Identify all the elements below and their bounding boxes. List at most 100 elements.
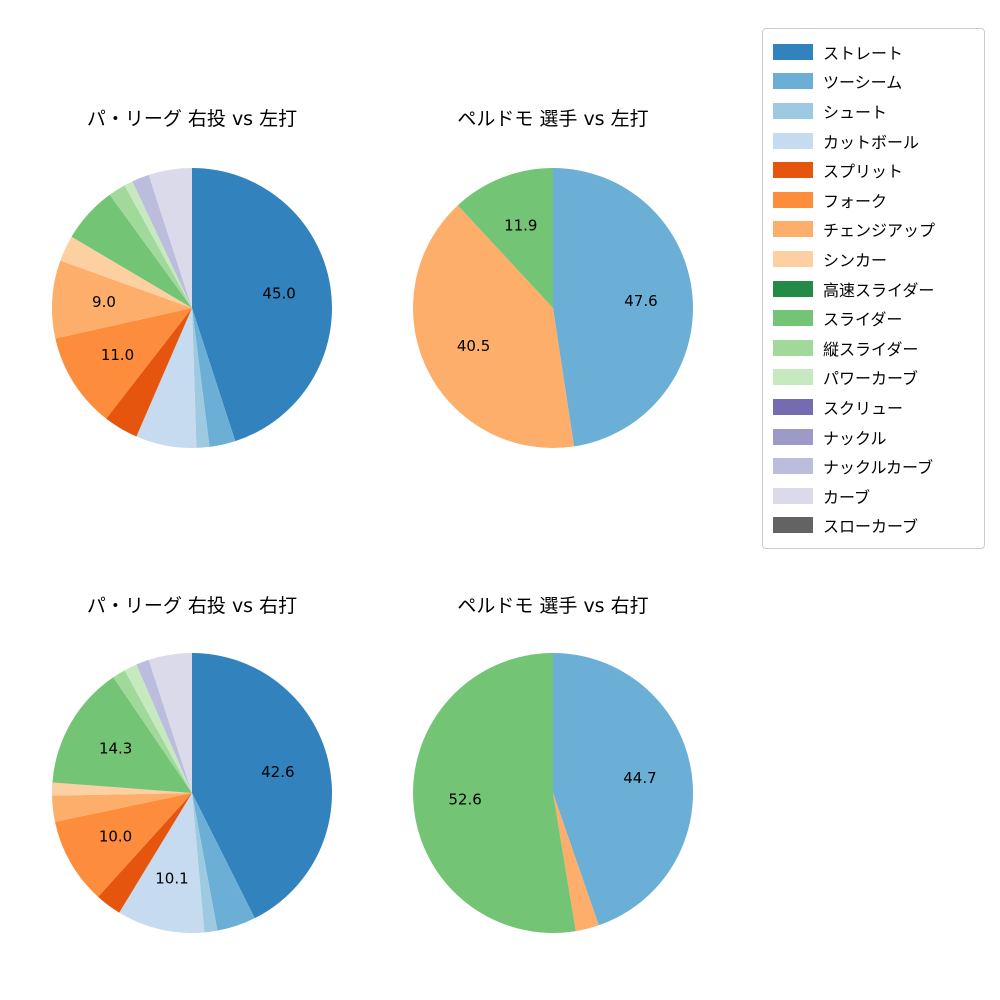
- pie-slice-value-label: 11.9: [504, 216, 537, 234]
- legend-item: パワーカーブ: [773, 363, 974, 393]
- pie-slice-スプリット: [98, 793, 192, 913]
- legend-item: ツーシーム: [773, 67, 974, 97]
- pie-slice-ツーシーム: [192, 308, 236, 447]
- legend-label: パワーカーブ: [823, 369, 919, 389]
- legend-item: 縦スライダー: [773, 333, 974, 363]
- legend-item: カーブ: [773, 481, 974, 511]
- legend-label: スクリュー: [823, 398, 904, 418]
- pie-slice-フォーク: [55, 308, 193, 419]
- legend-swatch-icon: [773, 339, 813, 356]
- pie-slice-value-label: 52.6: [448, 791, 481, 809]
- legend-swatch-icon: [773, 43, 813, 60]
- pie-slice-value-label: 10.1: [155, 869, 188, 887]
- legend-label: 高速スライダー: [823, 280, 935, 300]
- pie-slice-パワーカーブ: [124, 664, 192, 793]
- pie-slice-value-label: 44.7: [623, 769, 656, 787]
- pie-chart-league-vs-right: 42.6 10.1 10.0 14.3: [52, 653, 332, 933]
- chart-title-league-vs-left: パ・リーグ 右投 vs 左打: [86, 108, 298, 130]
- legend-label: シュート: [823, 102, 888, 122]
- legend-swatch-icon: [773, 398, 813, 415]
- pie-slice-チェンジアップ: [553, 793, 599, 932]
- legend-swatch-icon: [773, 221, 813, 238]
- pie-slice-ナックルカーブ: [136, 659, 192, 793]
- legend-label: ストレート: [823, 43, 904, 63]
- legend-swatch-icon: [773, 517, 813, 534]
- legend-item: スローカーブ: [773, 511, 974, 541]
- legend-swatch-icon: [773, 191, 813, 208]
- pie-slice-value-label: 9.0: [92, 293, 116, 311]
- legend-swatch-icon: [773, 102, 813, 119]
- legend-swatch-icon: [773, 310, 813, 327]
- pie-chart-perdomo-vs-right: 44.7 52.6: [413, 653, 693, 933]
- chart-title-perdomo-vs-left: ペルドモ 選手 vs 左打: [457, 108, 649, 130]
- legend-swatch-icon: [773, 250, 813, 267]
- pie-slice-パワーカーブ: [124, 181, 192, 308]
- pie-slice-ツーシーム: [553, 653, 693, 926]
- legend-label: スライダー: [823, 310, 903, 330]
- legend-item: シュート: [773, 96, 974, 126]
- legend-swatch-icon: [773, 428, 813, 445]
- pie-slice-カーブ: [148, 653, 192, 793]
- pie-slice-縦スライダー: [109, 185, 192, 308]
- legend-label: 縦スライダー: [823, 339, 919, 359]
- legend-swatch-icon: [773, 369, 813, 386]
- pie-chart-league-vs-left: 45.0 11.0 9.0: [52, 168, 332, 448]
- chart-title-league-vs-right: パ・リーグ 右投 vs 右打: [86, 595, 298, 617]
- legend-label: カーブ: [823, 487, 871, 507]
- pie-slice-value-label: 11.0: [101, 346, 134, 364]
- legend-label: チェンジアップ: [823, 221, 936, 241]
- pie-slice-ストレート: [192, 653, 332, 919]
- legend-swatch-icon: [773, 458, 813, 475]
- legend-item: スプリット: [773, 155, 974, 185]
- chart-title-perdomo-vs-right: ペルドモ 選手 vs 右打: [457, 595, 649, 617]
- legend-label: カットボール: [823, 132, 920, 152]
- legend-item: ナックルカーブ: [773, 451, 974, 481]
- legend-item: フォーク: [773, 185, 974, 215]
- pie-slice-カットボール: [119, 793, 205, 933]
- pie-slice-value-label: 10.0: [99, 827, 132, 845]
- pie-slice-value-label: 14.3: [99, 739, 132, 757]
- pie-slice-value-label: 45.0: [262, 285, 295, 303]
- legend-item: スライダー: [773, 303, 974, 333]
- legend-item: 高速スライダー: [773, 274, 974, 304]
- pie-slice-スライダー: [413, 653, 576, 933]
- legend-item: カットボール: [773, 126, 974, 156]
- pie-slice-チェンジアップ: [413, 205, 575, 448]
- pie-slice-チェンジアップ: [52, 793, 192, 822]
- legend-item: シンカー: [773, 244, 974, 274]
- pie-slice-シンカー: [52, 782, 192, 796]
- pie-slice-value-label: 47.6: [624, 292, 657, 310]
- legend-swatch-icon: [773, 132, 813, 149]
- pie-slice-ナックルカーブ: [132, 174, 192, 308]
- legend-item: ナックル: [773, 422, 974, 452]
- pie-slice-シュート: [192, 308, 210, 448]
- pie-slice-カーブ: [148, 168, 192, 308]
- pie-slice-チェンジアップ: [52, 260, 192, 339]
- legend-swatch-icon: [773, 487, 813, 504]
- legend-item: スクリュー: [773, 392, 974, 422]
- pie-slice-ストレート: [192, 168, 332, 442]
- legend-swatch-icon: [773, 162, 813, 179]
- pie-slice-スプリット: [106, 308, 192, 437]
- pie-slice-value-label: 42.6: [261, 763, 294, 781]
- pie-slice-縦スライダー: [113, 670, 192, 793]
- pie-slice-ツーシーム: [553, 168, 693, 447]
- pie-slice-フォーク: [55, 793, 192, 897]
- legend-label: フォーク: [823, 191, 888, 211]
- legend-item: チェンジアップ: [773, 215, 974, 245]
- pie-slice-ツーシーム: [192, 793, 255, 931]
- pie-slice-スライダー: [457, 168, 553, 308]
- pie-slice-シュート: [192, 793, 218, 933]
- legend-label: ナックルカーブ: [823, 458, 934, 478]
- legend-label: スプリット: [823, 162, 904, 182]
- pie-slice-value-label: 40.5: [457, 337, 490, 355]
- legend-label: ナックル: [823, 428, 887, 448]
- legend-label: シンカー: [823, 250, 888, 270]
- pie-slice-シンカー: [60, 236, 192, 308]
- legend-item: ストレート: [773, 37, 974, 67]
- legend-label: スローカーブ: [823, 517, 919, 537]
- pie-chart-perdomo-vs-left: 47.6 40.5 11.9: [413, 168, 693, 448]
- legend-swatch-icon: [773, 73, 813, 90]
- pie-slice-スライダー: [71, 194, 192, 308]
- legend-label: ツーシーム: [823, 73, 903, 93]
